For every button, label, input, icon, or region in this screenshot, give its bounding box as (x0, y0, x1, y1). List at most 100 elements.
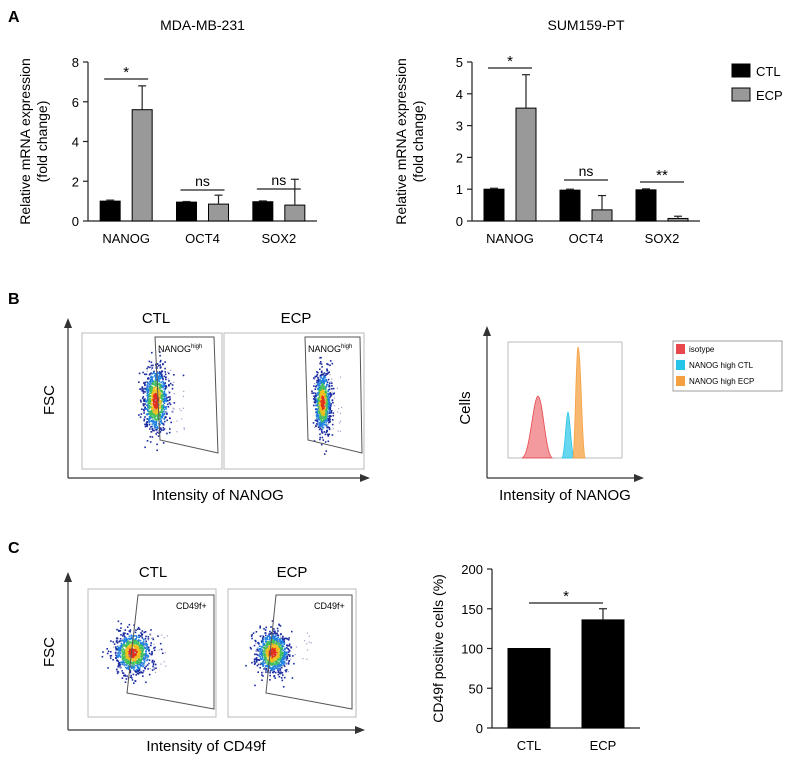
flow-event-dot (126, 675, 128, 677)
flow-event-dot (278, 667, 280, 670)
flow-event-dot (144, 423, 146, 426)
flow-event-dot (122, 632, 125, 634)
flow-event-dot (128, 638, 131, 640)
significance-label: ** (656, 167, 668, 184)
flow-event-dot (168, 431, 171, 434)
flow-event-dot (130, 644, 132, 647)
flow-ylabel: FSC (41, 385, 58, 415)
flow-event-dot (132, 644, 135, 646)
flow-event-dot (322, 384, 325, 386)
flow-event-dot (151, 409, 154, 412)
flow-event-dot (129, 671, 132, 674)
flow-event-dot (152, 422, 155, 425)
flow-event-dot (322, 389, 324, 391)
flow-event-dot (151, 650, 153, 653)
flow-event-dot (153, 428, 155, 430)
flow-event-dot (146, 399, 149, 402)
flow-event-dot (143, 412, 145, 414)
flow-event-dot (143, 653, 146, 655)
flow-event-dot (328, 421, 330, 424)
flow-event-dot (126, 661, 129, 663)
flow-event-dot (151, 390, 153, 392)
flow-event-dot (155, 411, 158, 413)
flow-event-dot (320, 380, 322, 382)
flow-event-dot (156, 401, 158, 404)
flow-event-dot (288, 643, 291, 646)
c-gate-ecp (265, 594, 353, 710)
flow-event-dot (318, 428, 321, 431)
flow-event-dot (132, 668, 135, 671)
flow-event-dot (116, 670, 118, 672)
flow-event-dot (258, 648, 261, 650)
flow-event-dot (281, 649, 283, 651)
flow-event-dot (163, 413, 166, 416)
flow-event-dot (267, 656, 269, 658)
flow-event-dot (121, 650, 123, 653)
flow-event-dot (130, 676, 132, 679)
flow-event-dot (328, 411, 331, 413)
flow-event-dot (112, 641, 115, 643)
flow-event-dot (287, 653, 290, 656)
flow-event-dot (163, 383, 166, 386)
flow-event-dot (277, 670, 280, 673)
flow-event-dot (320, 443, 323, 446)
flow-event-dot (276, 661, 279, 663)
flow-event-dot (316, 412, 318, 414)
flow-event-dot (323, 391, 326, 394)
flow-event-dot (159, 354, 161, 357)
flow-event-dot (150, 426, 152, 428)
flow-event-dot (278, 650, 280, 652)
flow-event-dot (316, 423, 318, 425)
flow-event-dot (249, 646, 252, 649)
flow-event-dot (150, 629, 152, 631)
flow-event-dot (148, 662, 150, 664)
flow-event-dot (167, 371, 169, 373)
flow-event-dot (281, 647, 283, 649)
flow-event-dot (270, 664, 272, 666)
flow-event-dot (317, 421, 319, 424)
flow-event-dot (131, 642, 133, 644)
flow-event-dot (270, 654, 273, 656)
flow-event-dot (144, 381, 146, 384)
flow-event-dot (133, 653, 135, 655)
flow-event-dot (262, 662, 264, 664)
flow-event-dot (320, 409, 323, 411)
flow-event-dot (161, 408, 163, 410)
flow-event-dot (272, 634, 274, 637)
flow-event-dot (325, 414, 328, 416)
flow-event-dot (272, 642, 274, 644)
flow-event-dot (132, 660, 134, 662)
flow-event-dot (120, 627, 122, 629)
flow-event-dot (325, 400, 327, 402)
flow-event-dot (182, 395, 185, 397)
c-dotplot-ecp (245, 620, 312, 688)
flow-event-dot (133, 643, 135, 645)
flow-event-dot (133, 635, 136, 637)
flow-event-dot (131, 679, 134, 681)
flow-event-dot (317, 415, 319, 417)
flow-event-dot (127, 666, 129, 668)
flow-event-dot (161, 652, 164, 655)
flow-event-dot (281, 657, 284, 659)
flow-event-dot (115, 647, 117, 650)
flow-event-dot (128, 650, 130, 653)
flow-event-dot (123, 635, 126, 638)
flow-event-dot (151, 394, 153, 396)
flow-event-dot (279, 625, 282, 627)
flow-event-dot (265, 647, 267, 650)
flow-event-dot (322, 427, 325, 429)
hist-legend-nanog-ctl: NANOG high CTL (689, 361, 754, 370)
flow-event-dot (130, 674, 132, 677)
flow-event-dot (150, 387, 152, 389)
flow-event-dot (159, 373, 161, 376)
flow-event-dot (135, 648, 137, 650)
flow-event-dot (253, 658, 256, 661)
flow-event-dot (146, 392, 148, 395)
flow-event-dot (337, 430, 339, 432)
flow-event-dot (158, 398, 161, 401)
flow-event-dot (154, 374, 157, 376)
flow-event-dot (145, 400, 147, 402)
flow-event-dot (157, 376, 160, 378)
flow-event-dot (322, 403, 325, 405)
flow-event-dot (155, 412, 158, 415)
